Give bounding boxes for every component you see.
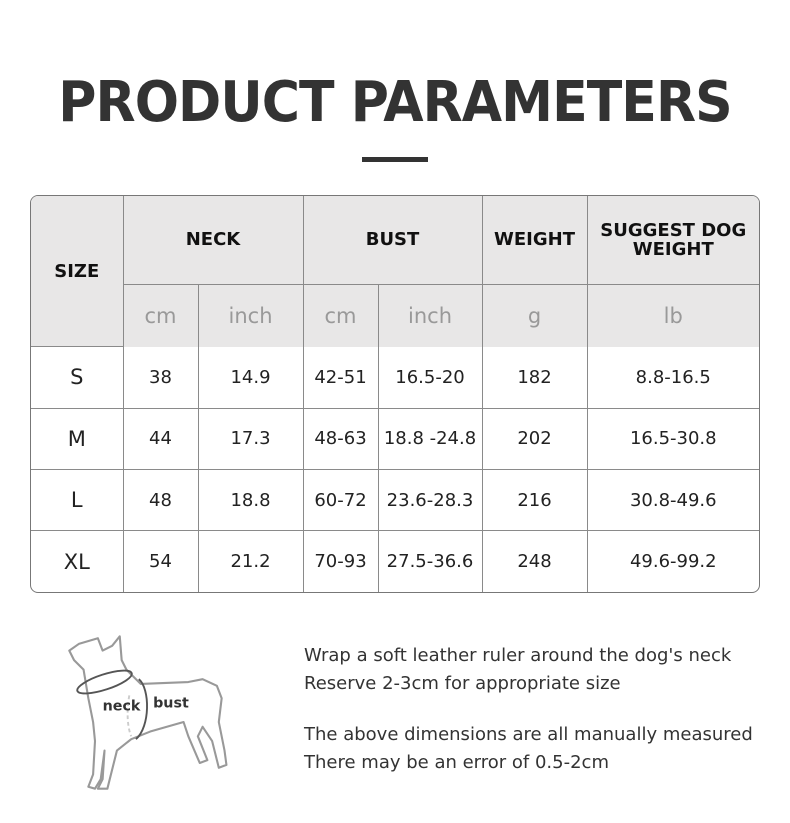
measure-instructions: Wrap a soft leather ruler around the dog…: [304, 642, 731, 698]
size-table: SIZE NECK BUST WEIGHT SUGGEST DOG WEIGHT…: [30, 195, 760, 593]
table-row: L 48 18.8 60-72 23.6-28.3 216 30.8-49.6: [31, 468, 759, 532]
cell-suggest: 8.8-16.5: [586, 346, 759, 409]
header-weight: WEIGHT: [481, 196, 588, 285]
cell-suggest: 16.5-30.8: [586, 407, 759, 470]
table-row: M 44 17.3 48-63 18.8 -24.8 202 16.5-30.8: [31, 407, 759, 470]
unit-neck-cm: cm: [123, 283, 199, 347]
cell-weight: 202: [481, 407, 588, 470]
cell-neck-inch: 18.8: [197, 468, 304, 532]
cell-neck-cm: 54: [122, 530, 199, 592]
unit-bust-cm: cm: [302, 283, 379, 347]
cell-bust-inch: 27.5-36.6: [377, 530, 483, 592]
cell-bust-cm: 70-93: [302, 530, 379, 592]
cell-bust-cm: 60-72: [302, 468, 379, 532]
note-line: Reserve 2-3cm for appropriate size: [304, 673, 621, 694]
title-divider: [362, 157, 428, 162]
unit-bust-inch: inch: [377, 283, 483, 347]
note-line: The above dimensions are all manually me…: [304, 724, 753, 745]
cell-weight: 248: [481, 530, 588, 592]
header-neck: NECK: [122, 196, 304, 285]
bust-label: bust: [153, 696, 189, 712]
cell-suggest: 30.8-49.6: [586, 468, 759, 532]
dog-measurement-diagram: neck bust: [68, 635, 228, 790]
cell-neck-inch: 17.3: [197, 407, 304, 470]
unit-suggest: lb: [586, 283, 759, 347]
cell-neck-cm: 38: [122, 346, 199, 409]
cell-neck-inch: 21.2: [197, 530, 304, 592]
cell-neck-cm: 44: [122, 407, 199, 470]
cell-weight: 182: [481, 346, 588, 409]
measure-disclaimer: The above dimensions are all manually me…: [304, 721, 753, 777]
header-size: SIZE: [31, 196, 124, 348]
cell-size: L: [31, 468, 124, 532]
cell-size: XL: [31, 530, 124, 592]
header-bust: BUST: [302, 196, 483, 285]
table-row: S 38 14.9 42-51 16.5-20 182 8.8-16.5: [31, 346, 759, 409]
cell-bust-inch: 16.5-20: [377, 346, 483, 409]
unit-weight: g: [481, 283, 588, 347]
page-title: PRODUCT PARAMETERS: [58, 70, 732, 135]
cell-neck-inch: 14.9: [197, 346, 304, 409]
cell-bust-cm: 48-63: [302, 407, 379, 470]
cell-bust-inch: 23.6-28.3: [377, 468, 483, 532]
cell-size: M: [31, 407, 124, 470]
cell-suggest: 49.6-99.2: [586, 530, 759, 592]
cell-size: S: [31, 346, 124, 409]
note-line: Wrap a soft leather ruler around the dog…: [304, 645, 732, 666]
unit-neck-inch: inch: [197, 283, 304, 347]
cell-neck-cm: 48: [122, 468, 199, 532]
cell-bust-inch: 18.8 -24.8: [377, 407, 483, 470]
note-line: There may be an error of 0.5-2cm: [304, 752, 609, 773]
header-suggest-dog-weight: SUGGEST DOG WEIGHT: [586, 196, 759, 285]
dog-outline-icon: [68, 635, 228, 790]
cell-weight: 216: [481, 468, 588, 532]
table-row: XL 54 21.2 70-93 27.5-36.6 248 49.6-99.2: [31, 530, 759, 592]
cell-bust-cm: 42-51: [302, 346, 379, 409]
neck-label: neck: [103, 699, 141, 715]
